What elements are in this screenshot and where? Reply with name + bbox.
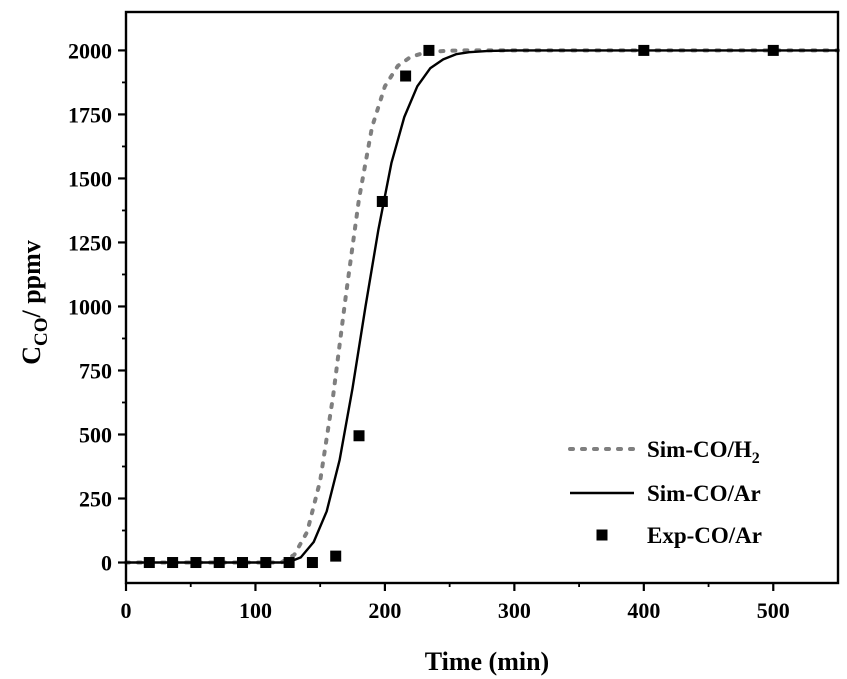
data-point-exp-co-ar bbox=[767, 44, 779, 56]
x-tick-label: 200 bbox=[368, 598, 401, 623]
legend-label-exp-co-ar: Exp-CO/Ar bbox=[647, 523, 762, 548]
data-point-exp-co-ar bbox=[260, 557, 272, 569]
series-line-sim-co-ar bbox=[126, 49, 838, 564]
data-point-exp-co-ar bbox=[283, 557, 295, 569]
axes: 0 100 200 300 400 500 0 250 500 750 1000 1250 1500 17… bbox=[17, 10, 840, 676]
y-axis-title: CCO/ ppmv bbox=[17, 240, 52, 365]
data-point-exp-co-ar bbox=[306, 557, 318, 569]
series-markers bbox=[143, 44, 779, 569]
series-line-sim-co-h2 bbox=[124, 48, 840, 565]
x-tick-label: 500 bbox=[757, 598, 790, 623]
x-axis-title: Time (min) bbox=[425, 647, 549, 676]
y-tick-label: 1500 bbox=[68, 166, 112, 191]
y-tick-label: 500 bbox=[79, 422, 112, 447]
series-lines bbox=[124, 48, 840, 565]
legend-swatch-exp-co-ar bbox=[596, 529, 608, 541]
data-point-exp-co-ar bbox=[143, 557, 155, 569]
x-tick-label: 400 bbox=[627, 598, 660, 623]
x-tick-label: 0 bbox=[121, 598, 132, 623]
data-point-exp-co-ar bbox=[353, 430, 365, 442]
y-tick-label: 0 bbox=[101, 551, 112, 576]
legend-label-sim-co-ar: Sim-CO/Ar bbox=[647, 481, 761, 506]
data-point-exp-co-ar bbox=[638, 44, 650, 56]
data-point-exp-co-ar bbox=[237, 557, 249, 569]
legend-label-sim-co-h2: Sim-CO/H2 bbox=[647, 437, 760, 467]
data-point-exp-co-ar bbox=[190, 557, 202, 569]
y-tick-label: 1000 bbox=[68, 294, 112, 319]
data-point-exp-co-ar bbox=[400, 70, 412, 82]
data-point-exp-co-ar bbox=[423, 44, 435, 56]
data-point-exp-co-ar bbox=[330, 550, 342, 562]
y-tick-label: 250 bbox=[79, 487, 112, 512]
plot-frame bbox=[124, 10, 840, 585]
data-point-exp-co-ar bbox=[213, 557, 225, 569]
y-tick-label: 2000 bbox=[68, 38, 112, 63]
data-point-exp-co-ar bbox=[376, 195, 388, 207]
y-tick-label: 1250 bbox=[68, 230, 112, 255]
x-tick-label: 300 bbox=[498, 598, 531, 623]
x-tick-label: 100 bbox=[239, 598, 272, 623]
legend: Sim-CO/H2 Sim-CO/Ar Exp-CO/Ar bbox=[568, 437, 762, 548]
y-tick-label: 750 bbox=[79, 358, 112, 383]
y-tick-label: 1750 bbox=[68, 102, 112, 127]
data-point-exp-co-ar bbox=[167, 557, 179, 569]
